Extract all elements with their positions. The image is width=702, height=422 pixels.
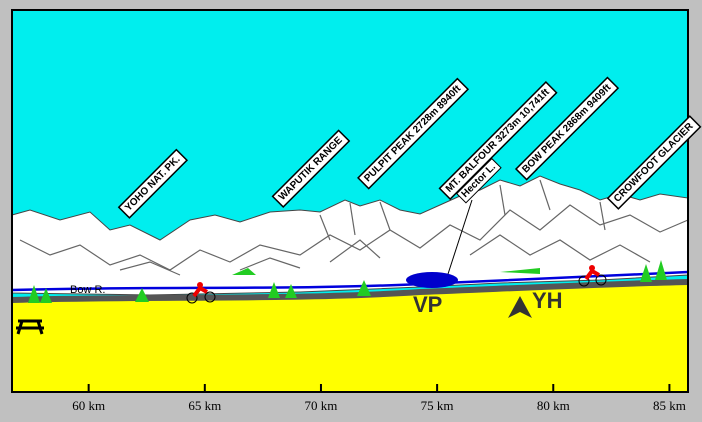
hostel-label: YH (532, 288, 563, 313)
river (11, 270, 689, 292)
lake-pointer (447, 199, 473, 275)
label-box (514, 76, 620, 181)
tick-label: 75 km (421, 398, 454, 413)
tick-label: 65 km (188, 398, 221, 413)
picnic-icon (16, 319, 44, 335)
tick-label: 85 km (653, 398, 686, 413)
trees (28, 260, 667, 303)
viewpoint-label: VP (413, 292, 442, 317)
label-box (606, 115, 702, 210)
rock-shading (19, 179, 689, 276)
cyclists (186, 265, 607, 304)
lake (406, 272, 458, 288)
tent-icon (508, 296, 532, 318)
label-box (456, 157, 502, 204)
road (11, 279, 689, 303)
label-box (117, 148, 189, 219)
label-box (357, 77, 470, 190)
frame (11, 9, 689, 393)
tick-label: 80 km (537, 398, 570, 413)
label-box (271, 129, 351, 209)
tick-label: 70 km (305, 398, 338, 413)
river-label: Bow R. (70, 284, 105, 296)
tick-label: 60 km (72, 398, 105, 413)
label-box (438, 81, 558, 201)
